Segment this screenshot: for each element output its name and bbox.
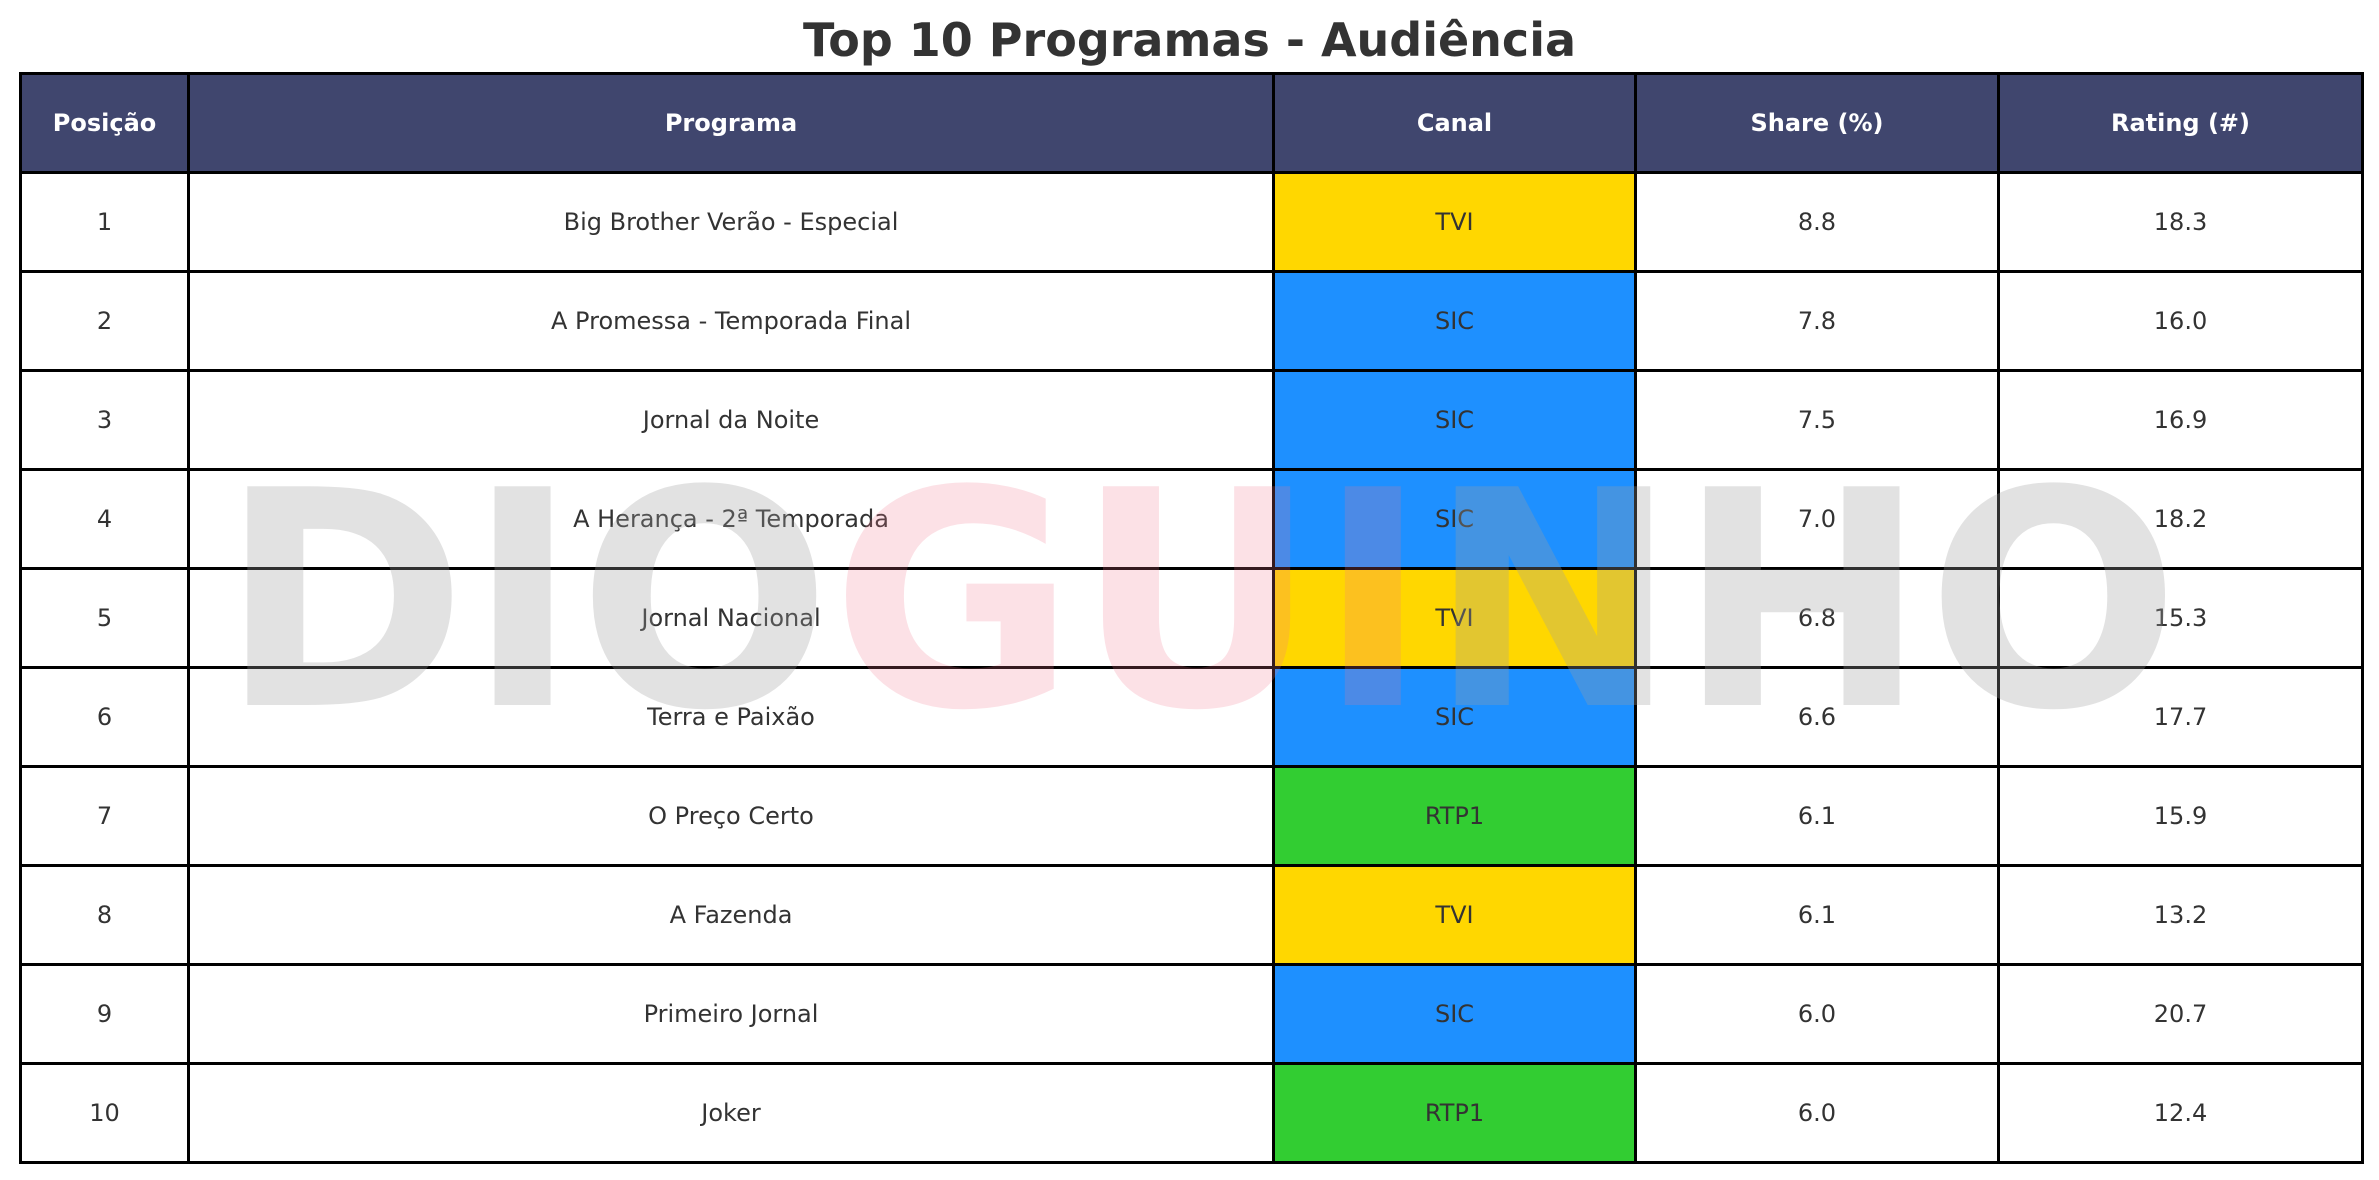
- cell-canal: SIC: [1272, 963, 1637, 1065]
- cell-rating: 16.0: [1997, 270, 2364, 372]
- audience-table: Posição Programa Canal Share (%) Rating …: [19, 72, 2364, 1164]
- cell-canal: SIC: [1272, 369, 1637, 471]
- cell-share: 6.8: [1634, 567, 2000, 669]
- table-row: 9 Primeiro Jornal SIC 6.0 20.7: [19, 963, 2364, 1065]
- cell-rating: 18.2: [1997, 468, 2364, 570]
- table-row: 6 Terra e Paixão SIC 6.6 17.7: [19, 666, 2364, 768]
- cell-posicao: 10: [19, 1062, 190, 1164]
- cell-posicao: 1: [19, 171, 190, 273]
- cell-share: 6.1: [1634, 765, 2000, 867]
- table-row: 5 Jornal Nacional TVI 6.8 15.3: [19, 567, 2364, 669]
- table-row: 3 Jornal da Noite SIC 7.5 16.9: [19, 369, 2364, 471]
- cell-posicao: 9: [19, 963, 190, 1065]
- header-cell-rating: Rating (#): [1997, 72, 2364, 174]
- cell-rating: 15.3: [1997, 567, 2364, 669]
- header-cell-canal: Canal: [1272, 72, 1637, 174]
- table-body: 1 Big Brother Verão - Especial TVI 8.8 18.3 2…: [19, 171, 2364, 1164]
- cell-canal: SIC: [1272, 468, 1637, 570]
- cell-posicao: 3: [19, 369, 190, 471]
- table-title: Top 10 Programas - Audiência: [802, 13, 1577, 67]
- cell-canal: TVI: [1272, 864, 1637, 966]
- cell-rating: 12.4: [1997, 1062, 2364, 1164]
- cell-programa: Primeiro Jornal: [187, 963, 1275, 1065]
- cell-canal: TVI: [1272, 567, 1637, 669]
- cell-share: 6.0: [1634, 963, 2000, 1065]
- cell-share: 6.6: [1634, 666, 2000, 768]
- cell-programa: Big Brother Verão - Especial: [187, 171, 1275, 273]
- cell-posicao: 5: [19, 567, 190, 669]
- cell-canal: SIC: [1272, 666, 1637, 768]
- cell-programa: O Preço Certo: [187, 765, 1275, 867]
- cell-share: 8.8: [1634, 171, 2000, 273]
- cell-programa: A Herança - 2ª Temporada: [187, 468, 1275, 570]
- cell-posicao: 4: [19, 468, 190, 570]
- audience-table-container: Posição Programa Canal Share (%) Rating …: [19, 72, 2364, 1164]
- cell-posicao: 8: [19, 864, 190, 966]
- header-cell-share: Share (%): [1634, 72, 2000, 174]
- cell-posicao: 6: [19, 666, 190, 768]
- cell-programa: Jornal da Noite: [187, 369, 1275, 471]
- cell-programa: Terra e Paixão: [187, 666, 1275, 768]
- header-cell-posicao: Posição: [19, 72, 190, 174]
- table-row: 1 Big Brother Verão - Especial TVI 8.8 18.3: [19, 171, 2364, 273]
- header-row: Posição Programa Canal Share (%) Rating …: [19, 72, 2364, 174]
- cell-share: 6.1: [1634, 864, 2000, 966]
- cell-canal: RTP1: [1272, 765, 1637, 867]
- cell-rating: 13.2: [1997, 864, 2364, 966]
- table-row: 10 Joker RTP1 6.0 12.4: [19, 1062, 2364, 1164]
- cell-posicao: 7: [19, 765, 190, 867]
- cell-rating: 18.3: [1997, 171, 2364, 273]
- cell-programa: A Fazenda: [187, 864, 1275, 966]
- cell-rating: 16.9: [1997, 369, 2364, 471]
- cell-programa: A Promessa - Temporada Final: [187, 270, 1275, 372]
- cell-share: 7.5: [1634, 369, 2000, 471]
- cell-canal: TVI: [1272, 171, 1637, 273]
- cell-share: 7.0: [1634, 468, 2000, 570]
- cell-rating: 17.7: [1997, 666, 2364, 768]
- cell-programa: Joker: [187, 1062, 1275, 1164]
- cell-rating: 15.9: [1997, 765, 2364, 867]
- cell-canal: SIC: [1272, 270, 1637, 372]
- cell-rating: 20.7: [1997, 963, 2364, 1065]
- cell-share: 7.8: [1634, 270, 2000, 372]
- cell-canal: RTP1: [1272, 1062, 1637, 1164]
- cell-share: 6.0: [1634, 1062, 2000, 1164]
- header-cell-programa: Programa: [187, 72, 1275, 174]
- cell-programa: Jornal Nacional: [187, 567, 1275, 669]
- cell-posicao: 2: [19, 270, 190, 372]
